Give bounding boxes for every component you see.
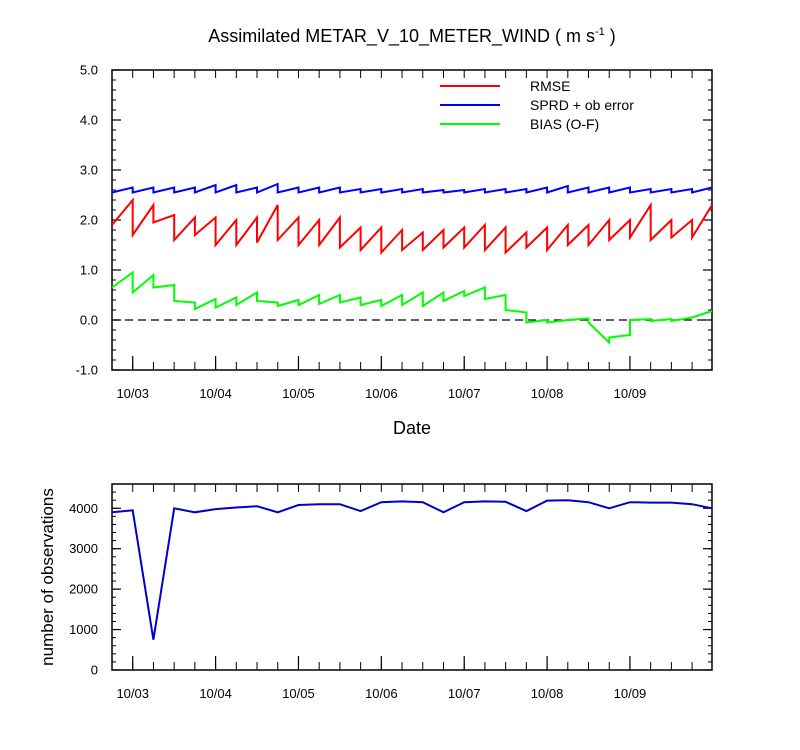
legend-label-rmse: RMSE	[530, 78, 570, 94]
x-tick-label: 10/03	[116, 386, 149, 401]
x-tick-label: 10/09	[614, 686, 647, 701]
top-y-axis: -1.0 0.0 1.0 2.0 3.0 4.0 5.0	[76, 63, 712, 378]
x-tick-label: 10/05	[282, 686, 315, 701]
top-plot-frame	[111, 69, 713, 371]
bottom-y-axis-label: number of observations	[38, 488, 57, 666]
top-chart: -1.00.01.02.03.04.05.0 10/03 10/04 10/05 10…	[76, 63, 713, 438]
bottom-plot-frame	[111, 483, 713, 671]
y-tick-label: 3.0	[80, 163, 98, 178]
series-line-sprd-ob-error	[111, 182, 713, 194]
top-x-axis: 10/03 10/04 10/05 10/06 10/07 10/08 10/09	[116, 356, 646, 401]
x-tick-label: 10/08	[531, 686, 564, 701]
y-tick-label: 0	[91, 663, 98, 678]
y-tick-label: 4000	[69, 501, 98, 516]
y-tick-label: 3000	[69, 541, 98, 556]
x-tick-label: 10/06	[365, 686, 398, 701]
chart-title: Assimilated METAR_V_10_METER_WIND ( m s-…	[208, 26, 616, 47]
top-series-group	[111, 182, 713, 345]
legend-label-bias: BIAS (O-F)	[530, 116, 599, 132]
y-tick-label: -1.0	[76, 363, 98, 378]
bottom-x-axis: 10/03 10/04 10/05 10/06 10/07 10/08 10/09	[116, 656, 646, 701]
y-tick-label: 1000	[69, 622, 98, 637]
x-tick-label: 10/05	[282, 386, 315, 401]
y-tick-label: 0.0	[80, 313, 98, 328]
legend: RMSE SPRD + ob error BIAS (O-F)	[440, 78, 634, 132]
x-tick-label: 10/09	[614, 386, 647, 401]
bottom-minor-ticks	[132, 484, 693, 670]
y-tick-label: 2000	[69, 582, 98, 597]
bottom-y-axis: 0 1000 2000 3000 4000	[69, 483, 712, 678]
title-superscript: -1	[595, 26, 605, 38]
x-tick-label: 10/07	[448, 386, 481, 401]
top-x-axis-label: Date	[393, 418, 431, 438]
y-tick-label: 4.0	[80, 113, 98, 128]
title-main: Assimilated METAR_V_10_METER_WIND ( m s	[208, 26, 595, 47]
y-tick-label: 5.0	[80, 63, 98, 78]
y-tick-label: 1.0	[80, 263, 98, 278]
x-tick-label: 10/03	[116, 686, 149, 701]
y-tick-label: 2.0	[80, 213, 98, 228]
legend-label-sprd: SPRD + ob error	[530, 97, 634, 113]
x-tick-label: 10/08	[531, 386, 564, 401]
title-end: )	[605, 26, 616, 46]
x-tick-label: 10/04	[199, 686, 232, 701]
bottom-series-group	[111, 499, 713, 640]
top-minor-ticks	[132, 70, 693, 370]
series-line-bias-o-f	[111, 270, 713, 345]
series-line-observations	[111, 499, 713, 640]
series-line-rmse	[111, 197, 713, 256]
x-tick-label: 10/07	[448, 686, 481, 701]
x-tick-label: 10/06	[365, 386, 398, 401]
x-tick-label: 10/04	[199, 386, 232, 401]
